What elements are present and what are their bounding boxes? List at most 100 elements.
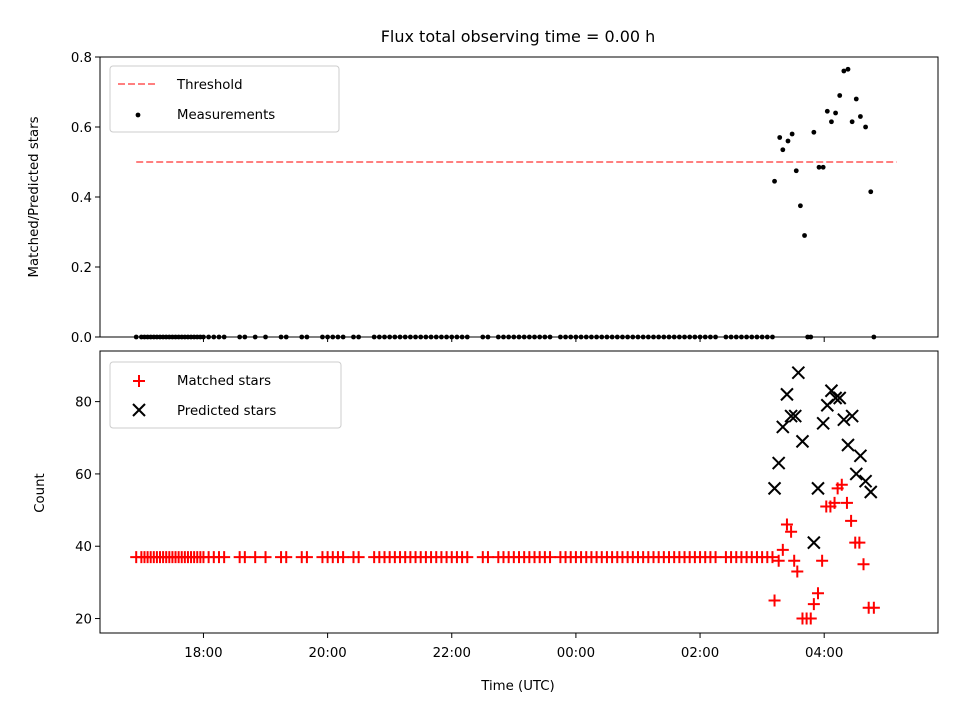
matched-stars-point <box>804 612 817 625</box>
ratio-legend: Threshold Measurements <box>109 65 340 133</box>
measurements-point <box>845 66 851 72</box>
count-legend-box <box>109 361 342 429</box>
measurements-point <box>853 96 859 102</box>
predicted-stars-point <box>807 535 821 550</box>
measurements-point <box>802 233 807 238</box>
predicted-stars-series <box>767 365 878 550</box>
measurements-point <box>841 68 847 74</box>
matched-stars-point <box>280 551 293 564</box>
count-panel-frame <box>99 350 939 634</box>
matched-stars-point <box>835 478 848 491</box>
measurements-point <box>816 164 822 170</box>
predicted-stars-point <box>784 409 798 423</box>
measurements-point <box>849 119 855 125</box>
x-axis-label: Time (UTC) <box>480 679 555 694</box>
ratio-y-tick-label: 0.6 <box>71 121 92 136</box>
predicted-stars-point <box>811 481 825 496</box>
predicted-stars-point <box>795 434 810 449</box>
measurements-point <box>811 129 817 135</box>
predicted-stars-point <box>788 409 802 423</box>
ratio-y-tick-label: 0.4 <box>71 191 92 206</box>
matched-stars-point <box>811 587 824 600</box>
matched-stars-point <box>785 525 798 538</box>
count-x-tick-label: 20:00 <box>308 646 346 661</box>
matched-stars-series <box>130 478 880 625</box>
predicted-legend-label: Predicted stars <box>177 404 276 419</box>
measurements-point <box>785 138 791 144</box>
predicted-stars-point <box>816 416 830 431</box>
measurements-point <box>824 108 830 114</box>
matched-stars-point <box>840 496 853 509</box>
count-x-tick-label: 22:00 <box>433 646 471 661</box>
count-x-tick-label: 00:00 <box>557 646 595 661</box>
count-y-tick-label: 20 <box>75 613 92 628</box>
measurements-legend-swatch <box>135 112 141 118</box>
measurements-point <box>820 164 826 170</box>
matched-stars-point <box>807 598 820 611</box>
measurements-point <box>798 203 803 209</box>
count-y-tick-label: 40 <box>75 540 92 555</box>
predicted-stars-point <box>776 420 790 434</box>
threshold-legend-label: Threshold <box>176 78 243 93</box>
matched-stars-point <box>857 558 870 571</box>
ratio-y-axis-label: Matched/Predicted stars <box>27 116 42 277</box>
predicted-stars-point <box>849 467 863 481</box>
matched-legend-label: Matched stars <box>177 374 271 389</box>
count-x-tick-label: 18:00 <box>184 646 222 661</box>
predicted-stars-point <box>791 365 806 380</box>
chart-title: Flux total observing time = 0.00 h <box>381 27 656 46</box>
matched-stars-point <box>768 594 781 607</box>
measurements-point <box>780 147 786 153</box>
matched-stars-point <box>300 551 313 564</box>
matched-stars-point <box>845 514 858 527</box>
count-legend: Matched stars Predicted stars <box>109 361 342 429</box>
matched-stars-point <box>766 551 779 564</box>
matched-stars-point <box>461 551 474 564</box>
predicted-stars-point <box>828 391 843 405</box>
predicted-stars-point <box>864 485 878 499</box>
ratio-y-tick-label: 0.2 <box>71 261 92 276</box>
count-x-tick-label: 04:00 <box>805 646 843 661</box>
matched-stars-point <box>337 551 350 564</box>
measurements-point <box>837 93 843 98</box>
predicted-stars-point <box>771 456 786 470</box>
matched-stars-point <box>249 551 262 564</box>
matched-stars-point <box>352 551 365 564</box>
matched-stars-point <box>828 496 841 509</box>
matched-stars-point <box>776 543 789 556</box>
measurements-legend-label: Measurements <box>177 108 275 123</box>
measurements-point <box>829 119 834 125</box>
matched-stars-point <box>259 551 272 564</box>
matched-stars-point <box>238 551 251 564</box>
matched-stars-point <box>544 551 557 564</box>
measurements-point <box>833 110 838 116</box>
predicted-stars-point <box>780 387 794 402</box>
ratio-panel: 0.00.20.40.60.8 Matched/Predicted stars … <box>27 51 939 346</box>
predicted-stars-point <box>767 481 782 496</box>
predicted-legend-swatch <box>132 403 146 417</box>
count-x-tick-label: 02:00 <box>681 646 719 661</box>
matched-stars-point <box>772 554 785 567</box>
matched-stars-point <box>788 554 801 567</box>
ratio-y-tick-label: 0.0 <box>71 331 92 346</box>
matched-stars-point <box>780 518 793 531</box>
predicted-stars-point <box>858 474 873 488</box>
ratio-legend-box <box>109 65 340 133</box>
measurements-point <box>863 124 868 130</box>
measurements-point <box>772 178 777 184</box>
matched-stars-point <box>218 551 231 564</box>
measurements-point <box>793 168 799 174</box>
measurements-point <box>868 189 874 195</box>
measurements-point <box>777 135 783 140</box>
matched-stars-point <box>791 565 804 578</box>
matched-stars-point <box>709 551 722 564</box>
ratio-y-tick-label: 0.8 <box>71 51 92 66</box>
predicted-stars-point <box>853 449 868 463</box>
count-y-axis-label: Count <box>33 473 48 513</box>
predicted-stars-point <box>833 391 847 405</box>
count-y-tick-label: 60 <box>75 468 92 483</box>
matched-stars-point <box>853 536 866 549</box>
count-y-tick-label: 80 <box>75 396 92 411</box>
